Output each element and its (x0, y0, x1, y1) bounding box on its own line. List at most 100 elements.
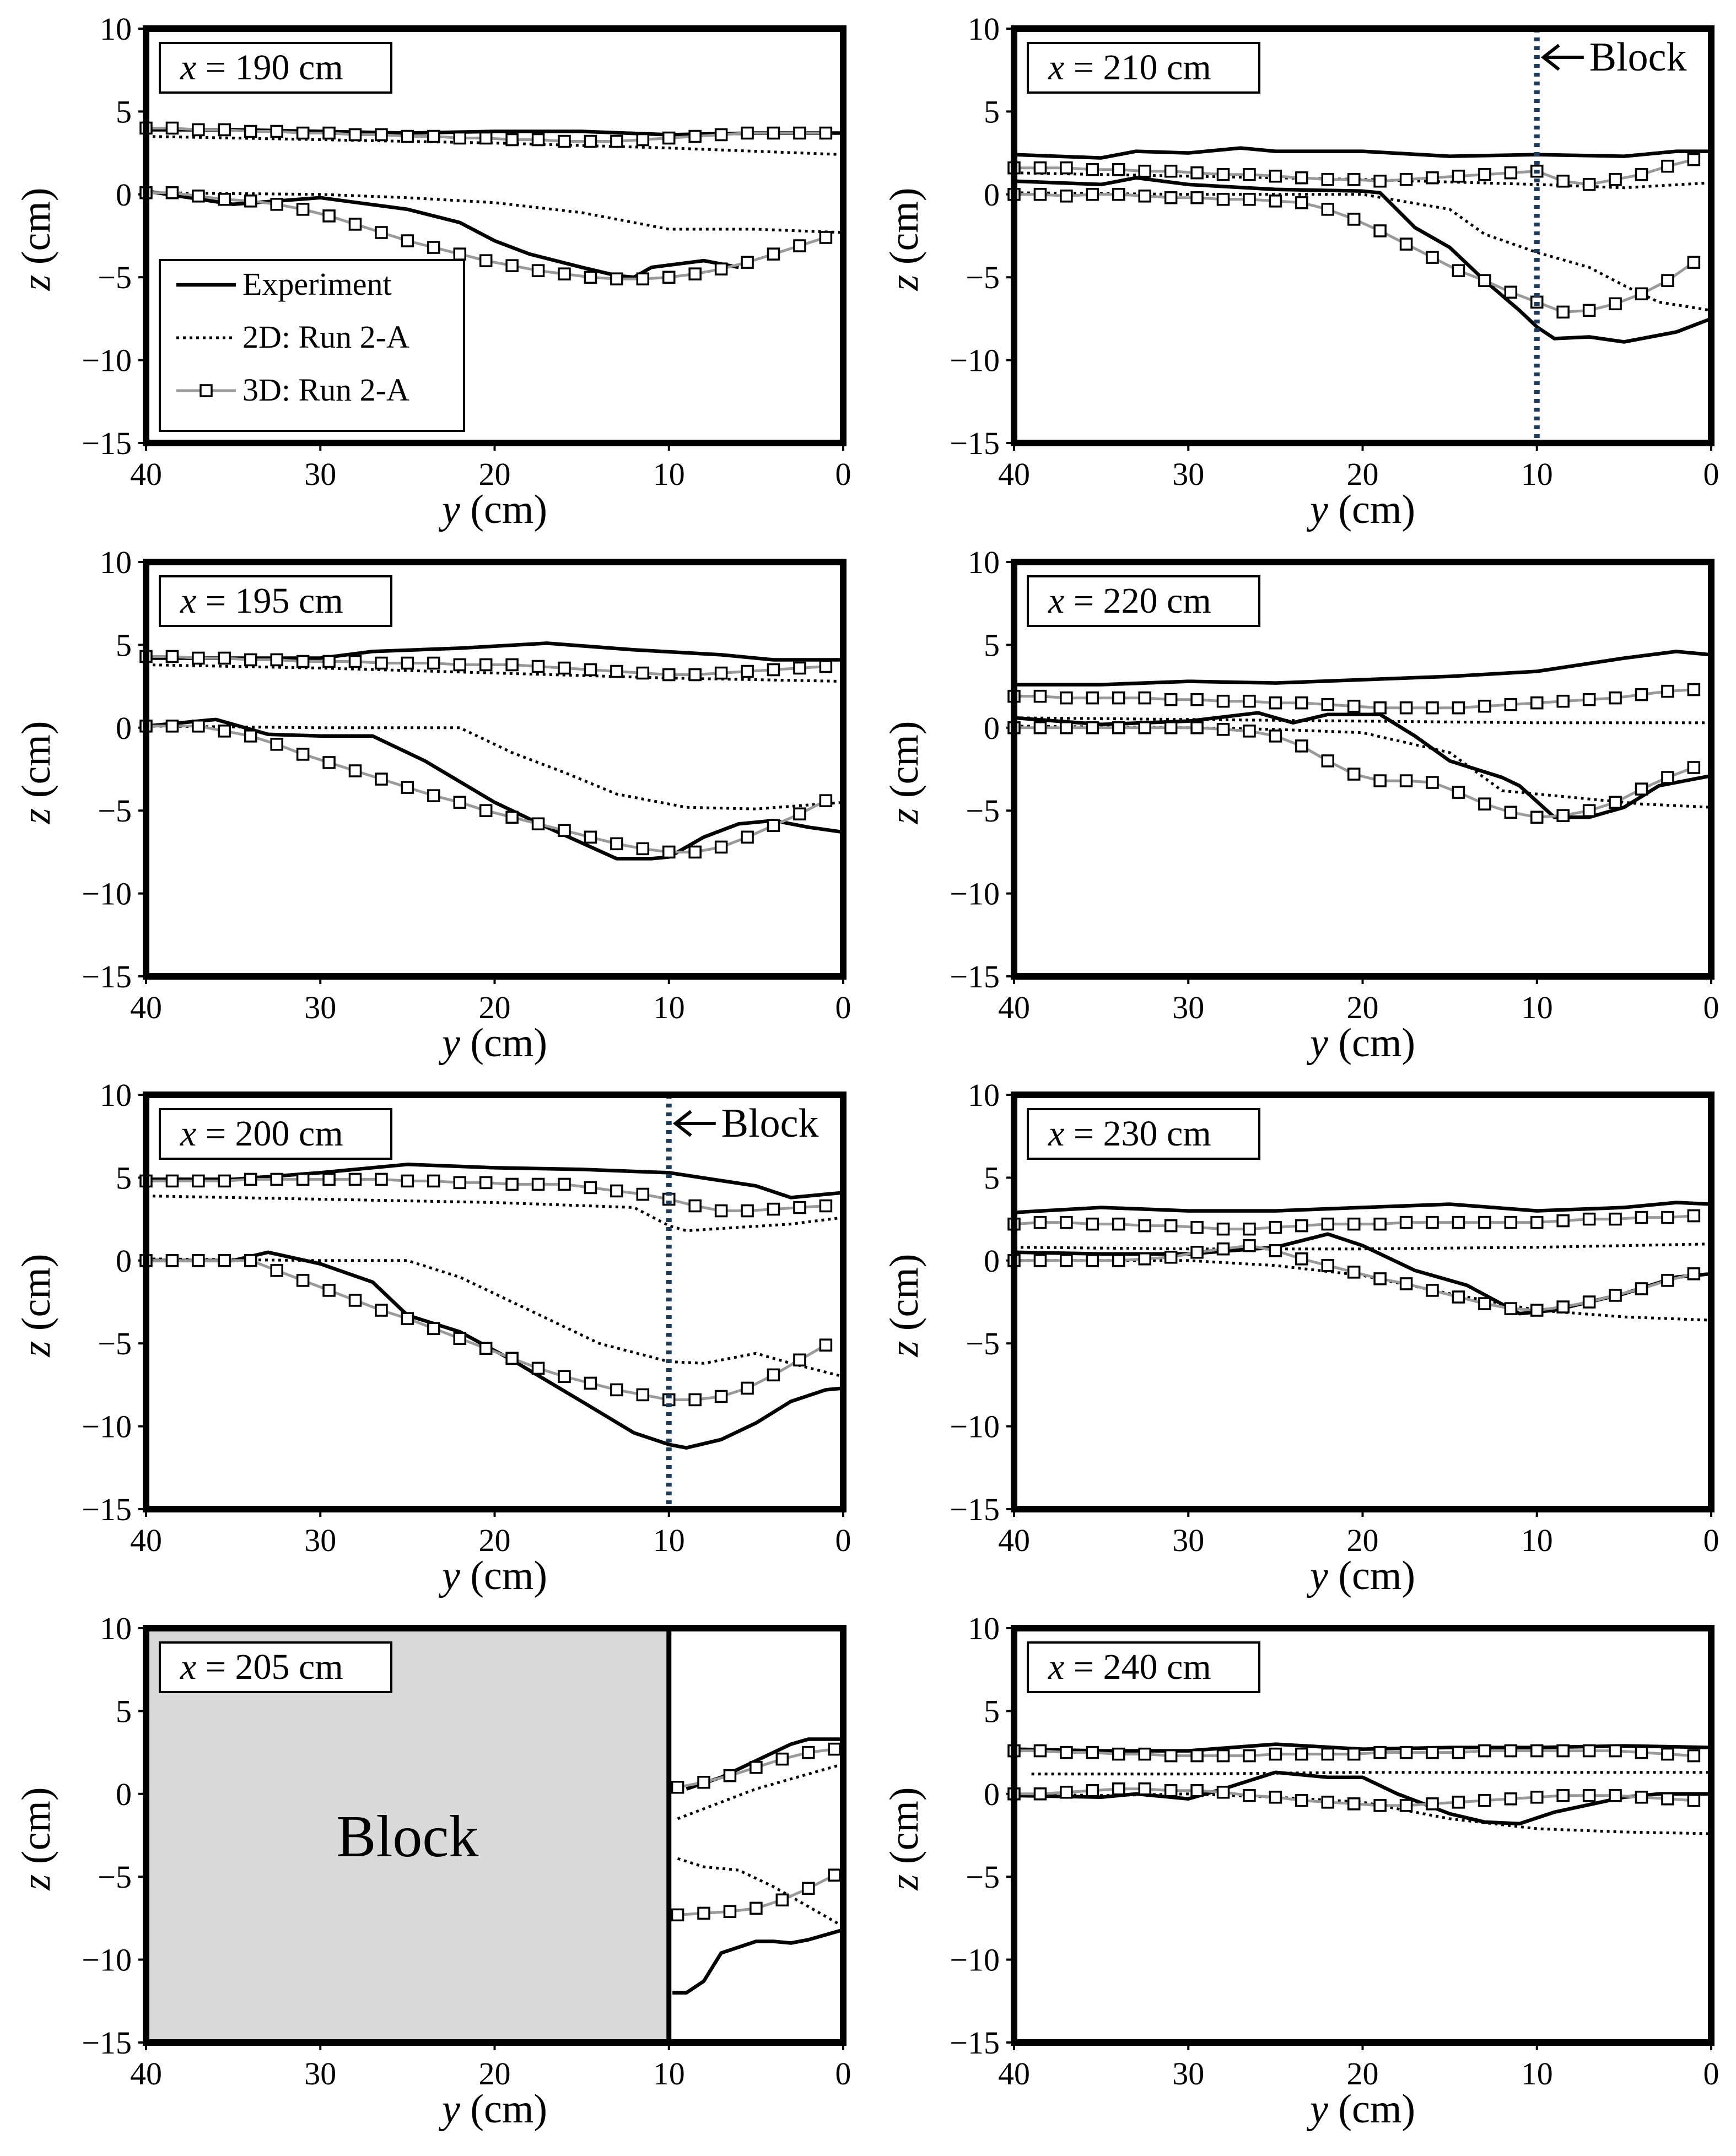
series-marker-3d (1033, 689, 1047, 703)
y-tick-label: −10 (950, 1409, 1000, 1445)
series-marker-3d (1609, 172, 1622, 186)
series-marker-3d (1112, 691, 1125, 705)
series-marker-3d (1687, 1794, 1701, 1807)
series-marker-3d (1426, 1284, 1439, 1297)
series-marker-3d (1373, 1272, 1387, 1285)
series-marker-3d (531, 264, 545, 277)
series-marker-3d (1086, 721, 1099, 734)
series-marker-3d (723, 1905, 737, 1919)
series-marker-3d (1373, 174, 1387, 188)
x-tick-label: 0 (835, 2056, 851, 2092)
series-line-2d (145, 1257, 844, 1378)
y-tick-label: −15 (82, 2025, 132, 2061)
series-marker-3d (1609, 691, 1622, 705)
series-marker-3d (1504, 1744, 1518, 1758)
series-marker-3d (1295, 1747, 1308, 1761)
series-marker-3d (1060, 1746, 1073, 1759)
series-marker-3d (1635, 1211, 1648, 1224)
series-marker-3d (1164, 1219, 1178, 1233)
series-marker-3d (688, 845, 702, 859)
series-marker-3d (427, 129, 440, 143)
y-tick-label: −10 (950, 876, 1000, 912)
series-marker-3d (1086, 188, 1099, 201)
series-marker-3d (192, 1254, 205, 1267)
series-line-3d (1014, 193, 1695, 314)
series-marker-3d (1060, 190, 1073, 203)
series-marker-3d (348, 128, 362, 142)
series-marker-3d (505, 259, 519, 272)
series-marker-3d (714, 262, 728, 275)
series-marker-3d (296, 748, 310, 761)
series-marker-3d (1243, 1222, 1256, 1236)
series-marker-3d (1373, 1746, 1387, 1759)
series-marker-3d (688, 267, 702, 280)
series-marker-3d (1452, 264, 1465, 277)
panel-label: x = 210 cm (1048, 47, 1211, 88)
series-marker-3d (1138, 190, 1151, 203)
y-tick-label: 0 (116, 177, 132, 213)
series-marker-3d (714, 666, 728, 680)
series-marker-3d (1033, 721, 1047, 734)
series-line-2d (145, 725, 844, 810)
y-tick-label: 5 (984, 94, 1000, 129)
series-marker-3d (636, 1187, 650, 1201)
series-marker-3d (1060, 721, 1073, 734)
series-marker-3d (401, 1174, 414, 1188)
series-marker-3d (1687, 153, 1701, 166)
series-marker-3d (819, 1338, 833, 1352)
series-marker-3d (793, 807, 806, 820)
series-line-experiment (1013, 1201, 1712, 1214)
series-marker-3d (1556, 1214, 1570, 1228)
series-marker-3d (296, 126, 310, 140)
x-tick-label: 30 (1172, 990, 1204, 1025)
series-marker-3d (723, 1769, 737, 1782)
x-tick-label: 20 (1347, 2056, 1379, 2092)
series-marker-3d (741, 126, 754, 140)
series-marker-3d (1478, 274, 1491, 287)
y-tick-label: 0 (116, 1776, 132, 1812)
series-marker-3d (1530, 1791, 1544, 1804)
series-marker-3d (1033, 1744, 1047, 1758)
series-marker-3d (192, 720, 205, 733)
x-axis-title: y (cm) (1306, 2087, 1415, 2132)
y-tick-label: 0 (984, 1776, 1000, 1812)
series-line-experiment (145, 717, 844, 861)
series-line-experiment (145, 189, 739, 279)
series-marker-3d (1295, 1219, 1308, 1233)
series-marker-3d (1478, 797, 1491, 810)
series-marker-3d (636, 666, 650, 680)
series-marker-3d (1295, 1252, 1308, 1266)
series-marker-3d (1086, 1254, 1099, 1267)
y-tick-label: 5 (116, 94, 132, 129)
series-line-2d (145, 1195, 844, 1233)
series-marker-3d (610, 272, 623, 285)
series-marker-3d (1190, 1220, 1204, 1234)
series-marker-3d (1269, 169, 1282, 183)
series-marker-3d (1661, 1792, 1674, 1806)
series-marker-3d (750, 1760, 763, 1774)
series-marker-3d (1373, 224, 1387, 237)
x-tick-label: 40 (998, 456, 1030, 492)
series-marker-3d (1060, 1786, 1073, 1799)
y-axis-title: z (cm) (14, 1787, 59, 1890)
series-marker-3d (270, 1172, 283, 1186)
series-line-2d (1014, 1259, 1712, 1322)
series-marker-3d (165, 121, 179, 135)
series-marker-3d (1504, 1215, 1518, 1229)
series-marker-3d (1347, 1797, 1361, 1811)
series-marker-3d (1138, 1252, 1151, 1266)
series-marker-3d (1661, 771, 1674, 784)
series-marker-3d (244, 194, 257, 208)
series-marker-3d (1452, 1290, 1465, 1304)
series-marker-3d (401, 656, 414, 670)
series-marker-3d (453, 247, 466, 261)
x-tick-label: 0 (1703, 2056, 1719, 2092)
series-marker-3d (322, 756, 336, 769)
series-marker-3d (401, 781, 414, 794)
series-marker-3d (1426, 776, 1439, 789)
plot-frame (143, 559, 847, 980)
series-marker-3d (1478, 167, 1491, 181)
series-marker-3d (1086, 691, 1099, 705)
series-marker-3d (1530, 1215, 1544, 1229)
